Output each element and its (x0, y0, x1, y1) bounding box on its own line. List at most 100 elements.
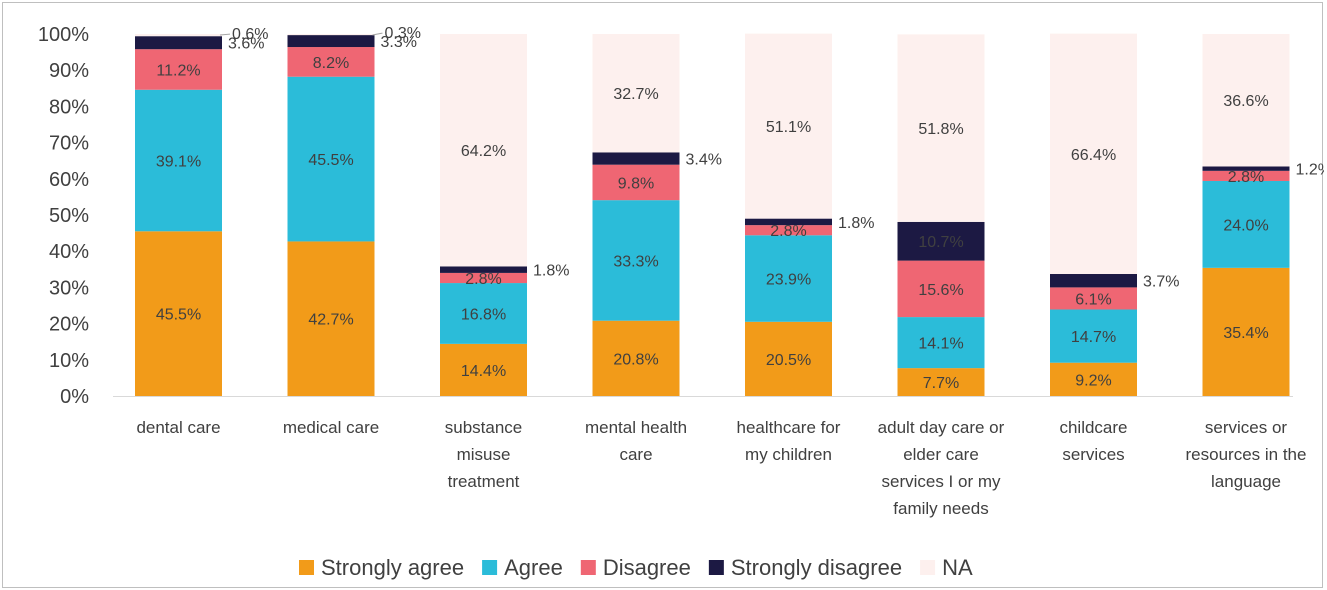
bar-segment (592, 34, 680, 153)
bar-segment (287, 241, 375, 396)
category-label: adult day care or elder care services I or… (878, 418, 1005, 518)
y-tick-label: 40% (49, 241, 89, 263)
data-label: 14.7% (1071, 329, 1116, 346)
y-tick-label: 50% (49, 205, 89, 227)
bar-segment (135, 49, 222, 90)
data-label: 42.7% (308, 312, 353, 329)
data-label: 3.7% (1143, 274, 1179, 291)
bar-segment (1050, 33, 1137, 275)
data-label: 20.5% (766, 352, 811, 369)
bar-segment (592, 164, 680, 201)
bar-segment (1202, 166, 1290, 171)
legend-swatch (482, 560, 498, 575)
legend-swatch (920, 560, 936, 575)
data-label: 3.3% (381, 34, 417, 51)
data-label: 64.2% (461, 143, 506, 160)
y-tick-label: 100% (38, 24, 89, 46)
bar-segment (440, 283, 527, 344)
data-label: 8.2% (313, 55, 349, 72)
data-label: 45.5% (156, 307, 201, 324)
bar-segment (897, 221, 985, 261)
category-label: medical care (283, 418, 379, 437)
bar-segment (287, 34, 375, 36)
legend-label: Strongly agree (321, 555, 464, 580)
bars (135, 33, 1290, 396)
bar-segment (1202, 267, 1290, 396)
y-tick-label: 80% (49, 96, 89, 118)
bar-segment (440, 272, 527, 284)
data-label: 39.1% (156, 154, 201, 171)
bar-segment (897, 317, 985, 369)
legend: Strongly agree Agree Disagree Strongly disa… (299, 555, 973, 580)
data-label: 66.4% (1071, 147, 1116, 164)
bar-segment (745, 235, 832, 322)
bar-segment (440, 34, 527, 267)
leader-line (372, 32, 383, 36)
data-labels: 45.5% 39.1% 11.2% 3.6%0.6% 42.7% 45.5% 8.2% 3.3… (156, 25, 1324, 392)
data-label: 11.2% (156, 62, 200, 79)
data-label: 6.1% (1075, 291, 1111, 308)
data-label: 2.8% (1228, 169, 1264, 186)
data-label: 0.3% (385, 25, 421, 42)
data-label: 32.7% (613, 86, 658, 103)
stacked-bar-chart: 0% 10% 20% 30% 40% 50% 60% 70% 80% 90% 100% 45.5% 3… (38, 24, 1324, 580)
legend-label: NA (942, 555, 973, 580)
category-label: dental care (136, 418, 220, 437)
bar-segment (592, 320, 680, 396)
data-label: 24.0% (1223, 217, 1268, 234)
bar-segment (1202, 34, 1290, 167)
data-label: 10.7% (918, 234, 963, 251)
category-label: childcare services (1059, 418, 1127, 464)
data-label: 33.3% (613, 253, 658, 270)
legend-label: Strongly disagree (731, 555, 902, 580)
y-tick-label: 10% (49, 350, 89, 372)
bar-segment (1050, 274, 1137, 288)
data-label: 3.4% (686, 152, 722, 169)
bar-segment (897, 368, 985, 396)
data-label: 35.4% (1223, 325, 1268, 342)
data-label: 23.9% (766, 272, 811, 289)
y-axis: 0% 10% 20% 30% 40% 50% 60% 70% 80% 90% 100% (38, 24, 1293, 408)
data-label: 51.1% (766, 119, 811, 136)
bar-segment (135, 89, 222, 232)
data-label: 1.8% (533, 263, 569, 280)
bar-segment (1202, 180, 1290, 268)
bar-segment (745, 218, 832, 226)
bar-segment (440, 266, 527, 273)
legend-swatch (708, 560, 724, 575)
bar-segment (745, 225, 832, 236)
data-label: 0.6% (232, 26, 268, 43)
data-label: 20.8% (613, 351, 658, 368)
data-label: 9.8% (618, 175, 654, 192)
bar-segment (287, 76, 375, 242)
bar-segment (1050, 362, 1137, 396)
data-label: 51.8% (918, 121, 963, 138)
bar-segment (287, 35, 375, 48)
data-label: 14.1% (918, 336, 963, 353)
data-label: 7.7% (923, 375, 959, 392)
data-label: 9.2% (1075, 372, 1111, 389)
bar-segment (135, 231, 222, 396)
legend-label: Disagree (603, 555, 691, 580)
data-label: 15.6% (918, 282, 963, 299)
data-label: 1.2% (1296, 162, 1325, 179)
bar-segment (1050, 309, 1137, 363)
legend-swatch (299, 560, 314, 575)
y-tick-label: 70% (49, 133, 89, 155)
bar-segment (592, 152, 680, 165)
data-label: 2.8% (465, 271, 501, 288)
data-label: 3.6% (228, 36, 264, 53)
legend-swatch (580, 560, 596, 575)
data-label: 2.8% (770, 223, 806, 240)
bar-segment (1050, 287, 1137, 310)
bar-segment (745, 321, 832, 396)
category-label: services or resources in the language (1186, 418, 1307, 491)
bar-segment (287, 47, 375, 77)
data-label: 1.8% (838, 215, 874, 232)
bar-segment (135, 34, 222, 37)
bar-segment (897, 34, 985, 222)
y-tick-label: 0% (60, 386, 89, 408)
category-label: substance misuse treatment (445, 418, 523, 491)
bar-segment (440, 343, 527, 396)
data-label: 14.4% (461, 363, 506, 380)
